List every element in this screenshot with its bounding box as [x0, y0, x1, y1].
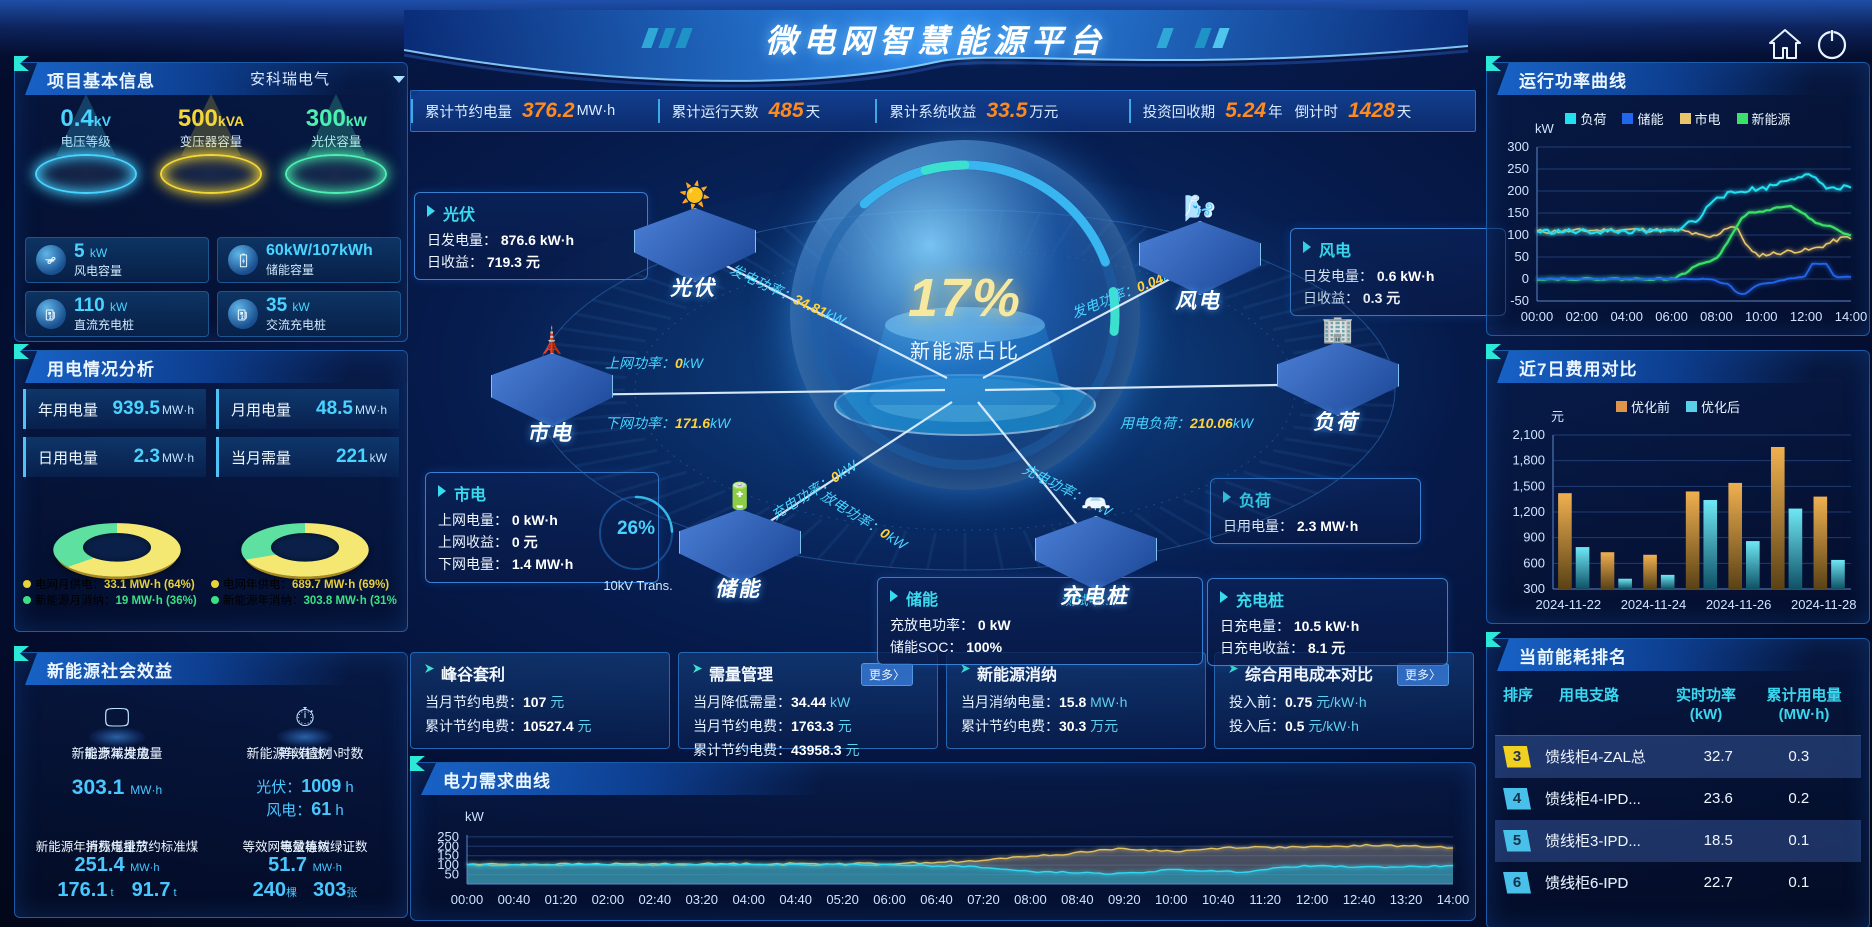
svg-text:2024-11-26: 2024-11-26: [1706, 597, 1772, 612]
svg-text:-50: -50: [1510, 293, 1529, 308]
svg-text:250: 250: [1507, 161, 1529, 176]
svg-text:10:40: 10:40: [1202, 892, 1235, 907]
svg-text:2,100: 2,100: [1512, 427, 1545, 442]
svg-text:08:40: 08:40: [1061, 892, 1094, 907]
svg-text:2024-11-22: 2024-11-22: [1536, 597, 1602, 612]
svg-text:04:40: 04:40: [779, 892, 812, 907]
svg-text:03:20: 03:20: [685, 892, 718, 907]
svg-text:150: 150: [1507, 205, 1529, 220]
svg-text:04:00: 04:00: [732, 892, 765, 907]
svg-text:02:40: 02:40: [639, 892, 672, 907]
svg-text:600: 600: [1523, 555, 1545, 570]
svg-text:12:00: 12:00: [1790, 309, 1823, 324]
svg-text:08:00: 08:00: [1014, 892, 1047, 907]
svg-text:100: 100: [1507, 227, 1529, 242]
svg-text:kW: kW: [465, 809, 485, 824]
svg-text:10:00: 10:00: [1745, 309, 1778, 324]
svg-text:00:40: 00:40: [498, 892, 531, 907]
svg-text:12:40: 12:40: [1343, 892, 1376, 907]
svg-text:200: 200: [1507, 183, 1529, 198]
svg-text:0: 0: [1522, 271, 1529, 286]
svg-text:14:00: 14:00: [1437, 892, 1470, 907]
svg-text:10:00: 10:00: [1155, 892, 1188, 907]
svg-text:06:00: 06:00: [873, 892, 906, 907]
svg-text:13:20: 13:20: [1390, 892, 1423, 907]
svg-text:07:20: 07:20: [967, 892, 1000, 907]
svg-text:900: 900: [1523, 530, 1545, 545]
svg-text:02:00: 02:00: [592, 892, 625, 907]
svg-text:300: 300: [1523, 581, 1545, 596]
svg-text:00:00: 00:00: [451, 892, 484, 907]
svg-text:2024-11-24: 2024-11-24: [1621, 597, 1687, 612]
svg-text:1,800: 1,800: [1512, 453, 1545, 468]
svg-text:1,200: 1,200: [1512, 504, 1545, 519]
svg-text:50: 50: [1515, 249, 1529, 264]
svg-text:06:40: 06:40: [920, 892, 953, 907]
svg-text:04:00: 04:00: [1610, 309, 1643, 324]
svg-text:14:00: 14:00: [1835, 309, 1868, 324]
svg-text:08:00: 08:00: [1700, 309, 1733, 324]
svg-text:2024-11-28: 2024-11-28: [1791, 597, 1857, 612]
svg-text:02:00: 02:00: [1566, 309, 1599, 324]
svg-text:250: 250: [437, 829, 459, 844]
svg-text:05:20: 05:20: [826, 892, 859, 907]
svg-text:12:00: 12:00: [1296, 892, 1329, 907]
svg-text:00:00: 00:00: [1521, 309, 1554, 324]
svg-text:09:20: 09:20: [1108, 892, 1141, 907]
svg-text:300: 300: [1507, 139, 1529, 154]
svg-text:1,500: 1,500: [1512, 478, 1545, 493]
svg-text:01:20: 01:20: [545, 892, 578, 907]
svg-text:06:00: 06:00: [1655, 309, 1688, 324]
svg-text:11:20: 11:20: [1249, 892, 1281, 907]
